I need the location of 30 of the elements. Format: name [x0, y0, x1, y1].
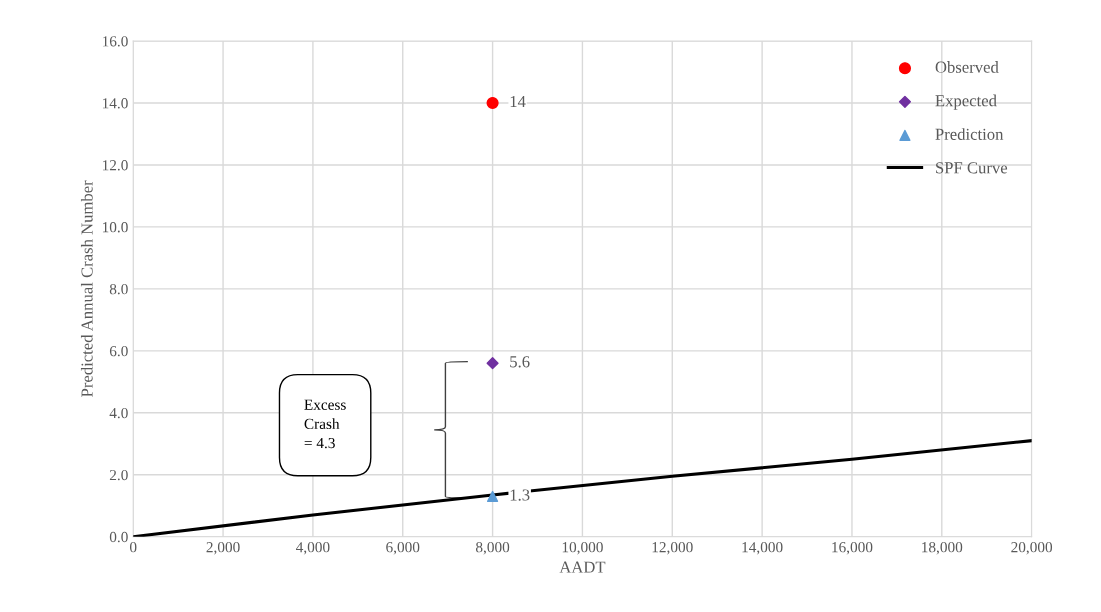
legend-label: Observed	[935, 61, 999, 73]
x-tick-label: 0	[129, 542, 137, 553]
y-tick-label: 4.0	[109, 407, 128, 419]
y-tick-label: 14.0	[102, 98, 128, 109]
y-tick-label: 16.0	[102, 36, 128, 47]
y-tick-label: 6.0	[109, 345, 128, 357]
data-label: 5.6	[510, 356, 530, 368]
x-tick-label: 6,000	[386, 542, 420, 555]
legend-label: Prediction	[935, 128, 1004, 140]
x-tick-label: 8,000	[475, 542, 510, 555]
y-tick-label: 8.0	[109, 284, 128, 295]
legend-label: Expected	[935, 94, 997, 110]
x-tick-label: 20,000	[1011, 542, 1053, 555]
data-label: 14	[510, 95, 526, 107]
x-tick-label: 14,000	[742, 542, 783, 555]
x-tick-label: 18,000	[922, 542, 963, 555]
legend-label: SPF Curve	[936, 162, 1008, 174]
x-tick-label: 12,000	[652, 542, 693, 555]
x-axis-title: AADT	[559, 561, 606, 573]
annotation: Excess Crash = 4.3	[304, 399, 346, 449]
data-label: 1.3	[510, 489, 530, 501]
y-tick-label: 0.0	[109, 531, 128, 543]
x-tick-label: 2,000	[206, 542, 240, 555]
y-axis-title: Predicted Annual Crash Number	[80, 180, 93, 397]
x-tick-label: 4,000	[296, 542, 330, 555]
x-tick-label: 10,000	[562, 542, 603, 555]
y-tick-label: 10.0	[102, 222, 128, 233]
x-tick-label: 16,000	[832, 542, 873, 555]
y-tick-label: 12.0	[102, 160, 128, 171]
y-tick-label: 2.0	[109, 469, 128, 481]
